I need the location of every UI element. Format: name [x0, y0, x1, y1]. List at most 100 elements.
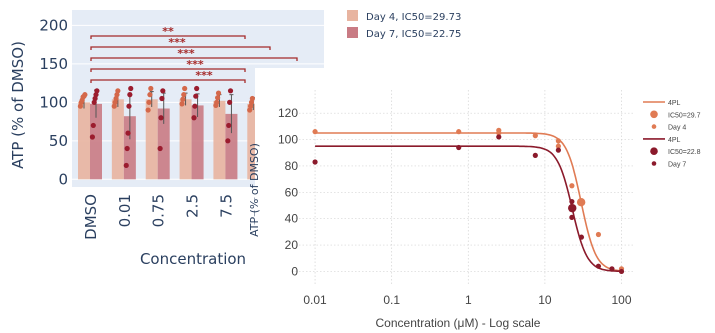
dose-y-tick-label: 40	[285, 212, 299, 226]
bar-data-point	[227, 99, 233, 105]
bar-x-axis-label: Concentration	[140, 250, 246, 268]
dose-data-point	[609, 266, 615, 272]
ic50-marker	[568, 203, 577, 213]
dose-legend: 4PL IC50=29.7 Day 4 4PL IC50=22.8 Day 7	[643, 100, 701, 169]
bar-legend: Day 4, IC50=29.73 Day 7, IC50=22.75	[347, 10, 461, 40]
bar-data-point	[215, 95, 221, 101]
dose-data-point	[456, 129, 462, 135]
bar-data-point	[159, 95, 165, 102]
bar-day4	[145, 99, 158, 180]
bar-data-point	[127, 92, 133, 98]
bar-data-point	[115, 88, 121, 94]
bar-y-tick-label: 200	[39, 16, 68, 34]
bar-legend-swatch	[347, 10, 358, 21]
bar-day4	[213, 100, 226, 180]
significance-bracket	[90, 68, 246, 72]
dose-legend-label: 4PL	[668, 137, 681, 144]
bar-day4	[247, 103, 260, 180]
bar-data-point	[157, 145, 163, 152]
bar-x-tick-label: 0.75	[150, 194, 168, 227]
bar-data-point	[147, 92, 153, 98]
dose-response-panel	[255, 68, 715, 333]
bar-day4	[78, 102, 90, 180]
dose-legend-marker	[651, 124, 657, 129]
bar-data-point	[123, 162, 129, 169]
dose-legend-marker	[651, 161, 657, 166]
bar-data-point	[90, 122, 96, 129]
bar-data-point	[94, 88, 100, 94]
bar-x-tick-label: DMSO	[82, 194, 100, 240]
bar-day7	[157, 108, 170, 180]
bar-data-point	[128, 85, 134, 92]
dose-data-point	[569, 183, 575, 189]
bar-data-point	[182, 85, 188, 92]
dose-data-point	[569, 198, 575, 205]
dose-legend-marker	[650, 147, 658, 155]
bar-data-point	[181, 92, 187, 98]
dose-points	[312, 127, 625, 275]
bar-day4	[179, 99, 192, 180]
significance-label: ***	[195, 69, 213, 82]
dose-data-point	[595, 263, 602, 269]
bar-day7	[225, 113, 238, 180]
bar-data-point	[225, 138, 231, 144]
dose-y-ticks: 0 20 40 60 80 100 120	[278, 106, 298, 278]
bar-data-point	[227, 88, 234, 94]
bar-y-tick-label: 50	[49, 132, 68, 150]
dose-data-point	[555, 138, 561, 144]
dose-legend-label: Day 7	[668, 162, 686, 169]
bar-legend-label: Day 7, IC50=22.75	[366, 29, 461, 40]
dose-legend-label: IC50=22.8	[668, 149, 701, 156]
bar-data-point	[192, 103, 198, 109]
bar-data-point	[226, 122, 232, 129]
bar-data-point	[180, 96, 186, 102]
bar-y-tick-label: 100	[39, 93, 68, 111]
significance-bracket	[90, 35, 246, 39]
bar-day7	[90, 103, 102, 180]
dose-x-tick-label: 10	[538, 293, 552, 307]
bar-day7	[191, 105, 204, 180]
dose-y-tick-label: 80	[285, 159, 299, 173]
significance-bracket	[90, 57, 298, 61]
dose-data-point	[555, 147, 561, 153]
bar-data-point	[193, 93, 199, 99]
dose-data-point	[569, 214, 575, 220]
dose-data-point	[578, 234, 585, 240]
bar-x-tick-label: 2.5	[184, 194, 202, 218]
bar-data-point	[125, 130, 131, 136]
bar-data-point	[160, 88, 166, 94]
bar-data-point	[148, 85, 154, 92]
bar-data-point	[124, 145, 130, 152]
dose-data-point	[532, 152, 538, 158]
bar-legend-swatch	[347, 27, 358, 38]
dose-legend-marker	[650, 110, 658, 119]
bar-data-point	[126, 103, 132, 109]
bar-data-point	[191, 115, 197, 121]
bar-data-point	[179, 101, 185, 107]
bar-data-point	[82, 92, 88, 98]
bar-y-tick-label: 150	[39, 55, 68, 73]
fit-curve-day4	[315, 132, 622, 272]
bar-data-point	[158, 115, 164, 121]
dose-data-point	[312, 129, 318, 135]
dose-data-point	[618, 268, 625, 275]
significance-label: ***	[168, 36, 186, 49]
significance-bracket	[90, 79, 246, 83]
dose-legend-label: Day 4	[668, 125, 686, 132]
dose-data-point	[532, 133, 538, 139]
dose-data-point	[578, 200, 585, 206]
dose-y-axis-label: ATP (% of DMSO)	[248, 143, 261, 237]
bar-data-point	[215, 90, 222, 96]
dose-y-tick-label: 0	[291, 264, 298, 278]
bar-data-point	[194, 85, 200, 92]
bar-x-tick-label: 7.5	[217, 194, 235, 218]
dose-y-tick-label: 20	[285, 238, 299, 252]
bar-y-axis-label: ATP (% of DMSO)	[9, 41, 27, 169]
dose-y-tick-label: 100	[278, 133, 298, 147]
dose-data-point	[456, 144, 462, 151]
dose-y-tick-label: 120	[278, 106, 298, 120]
dose-y-tick-label: 60	[285, 185, 299, 199]
bar-x-tick-label: 0.01	[116, 194, 134, 227]
dose-data-point	[496, 134, 502, 140]
significance-label: **	[162, 25, 174, 38]
